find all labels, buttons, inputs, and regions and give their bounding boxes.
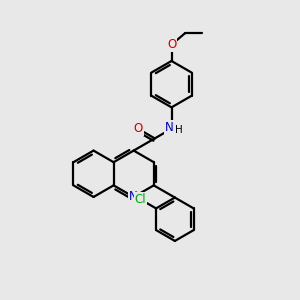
Text: N: N [129,190,138,203]
Text: O: O [167,38,176,51]
Text: N: N [165,121,174,134]
Text: O: O [134,122,143,135]
Text: Cl: Cl [135,193,146,206]
Text: H: H [176,125,183,135]
